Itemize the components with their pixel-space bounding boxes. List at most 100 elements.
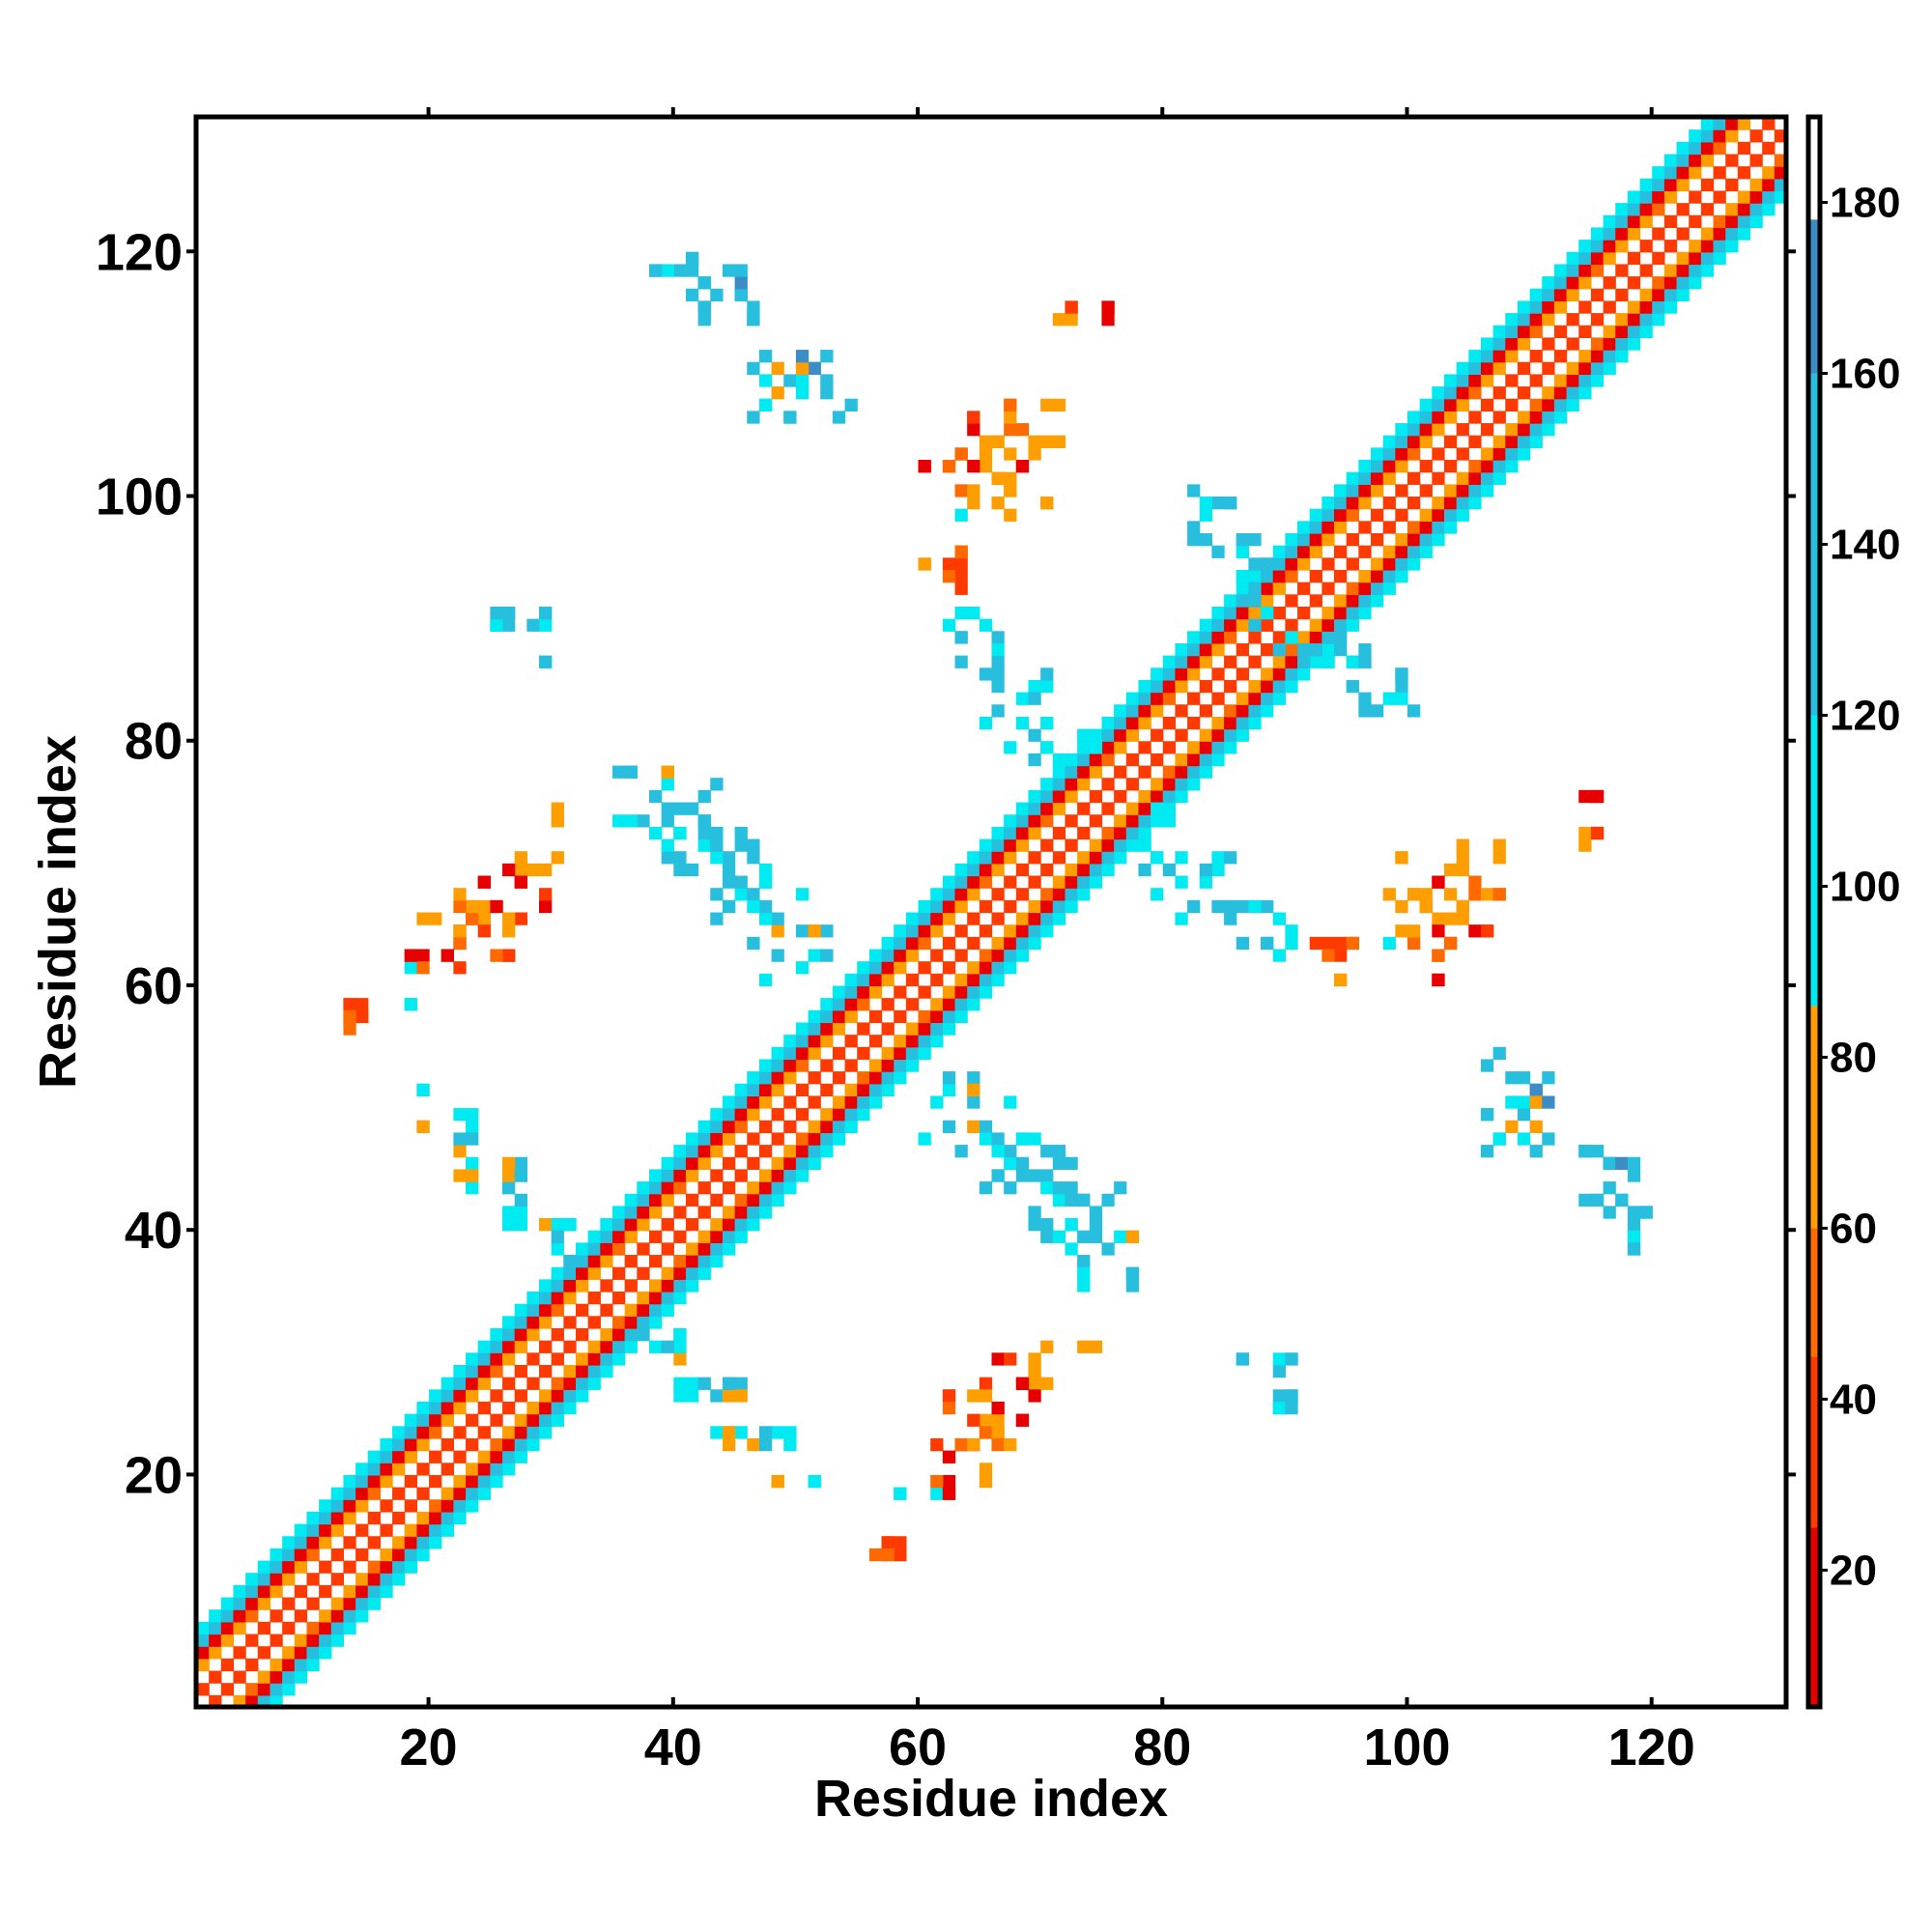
diagonal-cell: [355, 1573, 369, 1586]
contact-cell: [1261, 557, 1274, 571]
contact-cell: [1114, 1181, 1127, 1195]
diagonal-cell: [795, 1108, 810, 1122]
diagonal-cell: [233, 1621, 246, 1635]
contact-cell: [685, 1389, 699, 1403]
contact-cell: [979, 1132, 993, 1146]
diagonal-cell: [600, 1303, 613, 1317]
diagonal-cell: [1162, 692, 1177, 705]
diagonal-cell: [270, 1548, 283, 1562]
diagonal-cell: [233, 1609, 246, 1623]
diagonal-cell: [1652, 251, 1665, 266]
diagonal-cell: [294, 1670, 308, 1684]
contact-cell: [722, 863, 736, 877]
diagonal-cell: [514, 1316, 527, 1329]
diagonal-cell: [857, 1022, 870, 1036]
diagonal-cell: [637, 1266, 650, 1280]
diagonal-cell: [844, 998, 858, 1011]
diagonal-cell: [1089, 728, 1103, 742]
diagonal-cell: [1297, 631, 1311, 644]
contact-cell: [1456, 863, 1469, 877]
diagonal-cell: [979, 838, 993, 852]
diagonal-cell: [380, 1584, 393, 1599]
contact-cell: [1089, 1206, 1103, 1219]
contact-cell: [734, 826, 748, 840]
diagonal-cell: [380, 1463, 393, 1476]
diagonal-cell: [1015, 838, 1030, 852]
diagonal-cell: [1334, 484, 1348, 497]
diagonal-cell: [1529, 423, 1543, 437]
diagonal-cell: [1358, 594, 1372, 608]
diagonal-cell: [563, 1401, 577, 1415]
contact-cell: [1297, 642, 1311, 657]
contact-cell: [1028, 1218, 1041, 1232]
diagonal-cell: [1713, 129, 1726, 143]
diagonal-cell: [282, 1683, 296, 1696]
diagonal-cell: [392, 1511, 406, 1525]
contact-cell: [1065, 1193, 1078, 1207]
diagonal-cell: [624, 1303, 638, 1317]
diagonal-cell: [905, 1035, 920, 1048]
diagonal-cell: [367, 1511, 382, 1525]
contact-cell: [1052, 398, 1066, 412]
contact-cell: [722, 264, 736, 277]
diagonal-cell: [722, 1206, 736, 1219]
contact-cell: [991, 497, 1005, 510]
diagonal-cell: [1040, 789, 1054, 804]
diagonal-cell: [1737, 190, 1751, 204]
contact-cell: [1004, 1095, 1017, 1109]
diagonal-cell: [1663, 154, 1678, 167]
diagonal-cell: [905, 912, 920, 925]
diagonal-cell: [209, 1609, 222, 1623]
contact-cell: [1077, 728, 1091, 742]
diagonal-cell: [1151, 814, 1164, 828]
diagonal-cell: [1480, 484, 1494, 497]
diagonal-cell: [1663, 166, 1678, 180]
contact-cell: [747, 313, 760, 327]
diagonal-cell: [196, 1646, 210, 1660]
contact-cell: [1334, 936, 1348, 951]
diagonal-cell: [587, 1377, 601, 1390]
contact-cell: [1358, 655, 1372, 668]
diagonal-cell: [1052, 765, 1066, 779]
contact-cell: [710, 288, 724, 302]
contact-cell: [881, 1536, 895, 1549]
diagonal-cell: [624, 1230, 638, 1243]
diagonal-cell: [539, 1401, 553, 1415]
diagonal-cell: [661, 1303, 674, 1317]
contact-cell: [991, 1437, 1005, 1452]
diagonal-cell: [918, 924, 931, 938]
diagonal-cell: [685, 1169, 699, 1182]
contact-cell: [1285, 631, 1298, 644]
diagonal-cell: [257, 1597, 271, 1610]
diagonal-cell: [930, 912, 944, 925]
diagonal-cell: [918, 1022, 931, 1036]
contact-cell: [1052, 435, 1066, 448]
contact-cell: [747, 936, 760, 951]
contact-cell: [1590, 789, 1605, 804]
diagonal-cell: [1028, 912, 1041, 925]
contact-cell: [1199, 497, 1213, 510]
diagonal-cell: [294, 1646, 308, 1660]
diagonal-cell: [1089, 851, 1103, 865]
contact-cell: [1382, 692, 1396, 705]
contact-cell: [1028, 1364, 1041, 1378]
diagonal-cell: [1114, 826, 1127, 840]
diagonal-cell: [1199, 631, 1213, 644]
contact-cell: [795, 888, 810, 901]
contact-cell: [502, 606, 516, 620]
diagonal-cell: [881, 936, 895, 951]
diagonal-cell: [905, 1059, 920, 1072]
diagonal-cell: [697, 1255, 711, 1268]
contact-cell: [722, 1437, 736, 1452]
diagonal-cell: [1713, 240, 1726, 253]
diagonal-cell: [710, 1169, 724, 1182]
contact-cell: [771, 386, 784, 400]
diagonal-cell: [294, 1560, 308, 1574]
diagonal-cell: [343, 1511, 356, 1525]
contact-cell: [967, 1437, 980, 1452]
contact-cell: [1199, 508, 1213, 522]
contact-cell: [1236, 1352, 1249, 1366]
contact-cell: [1224, 851, 1237, 865]
diagonal-cell: [611, 1327, 626, 1342]
